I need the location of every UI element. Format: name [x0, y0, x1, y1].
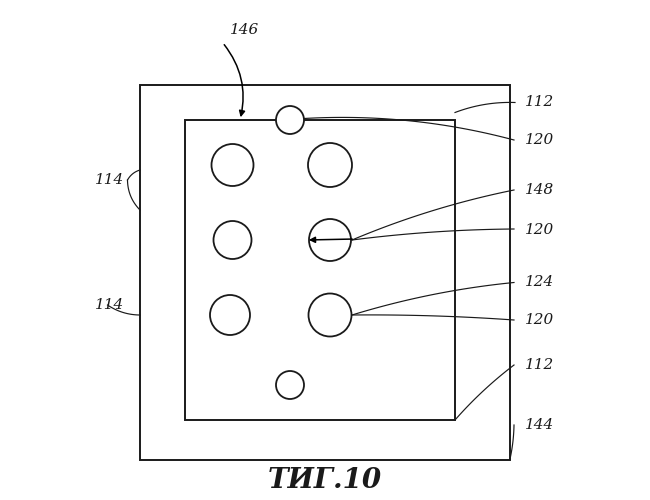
- Text: 120: 120: [525, 313, 554, 327]
- Circle shape: [276, 371, 304, 399]
- Bar: [140, 85, 510, 460]
- Text: 124: 124: [525, 276, 554, 289]
- Circle shape: [210, 295, 250, 335]
- Text: 120: 120: [525, 133, 554, 147]
- Circle shape: [276, 106, 304, 134]
- Circle shape: [211, 144, 254, 186]
- Text: 112: 112: [525, 358, 554, 372]
- Text: 114: 114: [95, 298, 124, 312]
- Text: 120: 120: [525, 223, 554, 237]
- Circle shape: [308, 143, 352, 187]
- Text: 144: 144: [525, 418, 554, 432]
- Circle shape: [309, 294, 352, 337]
- Bar: [185, 120, 455, 420]
- Text: 146: 146: [230, 23, 259, 37]
- Circle shape: [213, 221, 252, 259]
- Text: 112: 112: [525, 96, 554, 110]
- Circle shape: [309, 219, 351, 261]
- Text: ΤИГ.10: ΤИГ.10: [268, 466, 382, 493]
- Text: 114: 114: [95, 173, 124, 187]
- Text: 148: 148: [525, 183, 554, 197]
